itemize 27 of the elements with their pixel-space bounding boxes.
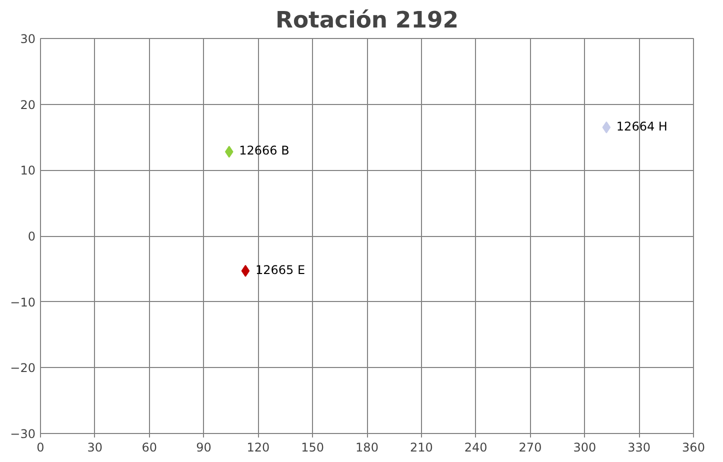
- point: [241, 264, 250, 277]
- x-tick-label: 0: [36, 440, 44, 454]
- x-tick-label: 120: [246, 440, 270, 454]
- series-label: 12666 B: [239, 144, 290, 158]
- y-tick-label: −20: [10, 361, 36, 376]
- y-tick-label: 20: [20, 98, 36, 112]
- x-tick-label: 30: [87, 440, 103, 454]
- point: [224, 146, 234, 158]
- x-tick-label: 360: [682, 440, 705, 454]
- point: [602, 121, 611, 134]
- x-tick-label: 180: [356, 440, 378, 454]
- y-tick-label: −30: [10, 427, 36, 441]
- chart-title: Rotación 2192: [276, 8, 458, 34]
- series-label: 12665 E: [255, 262, 306, 277]
- x-tick-label: 90: [196, 440, 212, 454]
- y-tick-label: 30: [20, 32, 36, 46]
- x-tick-label: 300: [573, 440, 596, 454]
- x-tick-label: 270: [518, 440, 542, 454]
- x-tick-label: 240: [464, 440, 488, 454]
- y-tick-label: 0: [28, 230, 36, 244]
- y-tick-label: 10: [20, 164, 36, 178]
- x-tick-label: 60: [142, 440, 157, 454]
- y-tick-label: −10: [10, 295, 36, 310]
- x-tick-label: 330: [628, 440, 651, 454]
- x-tick-label: 150: [301, 440, 324, 454]
- series-label: 12664 H: [616, 119, 668, 134]
- x-tick-label: 210: [410, 440, 433, 454]
